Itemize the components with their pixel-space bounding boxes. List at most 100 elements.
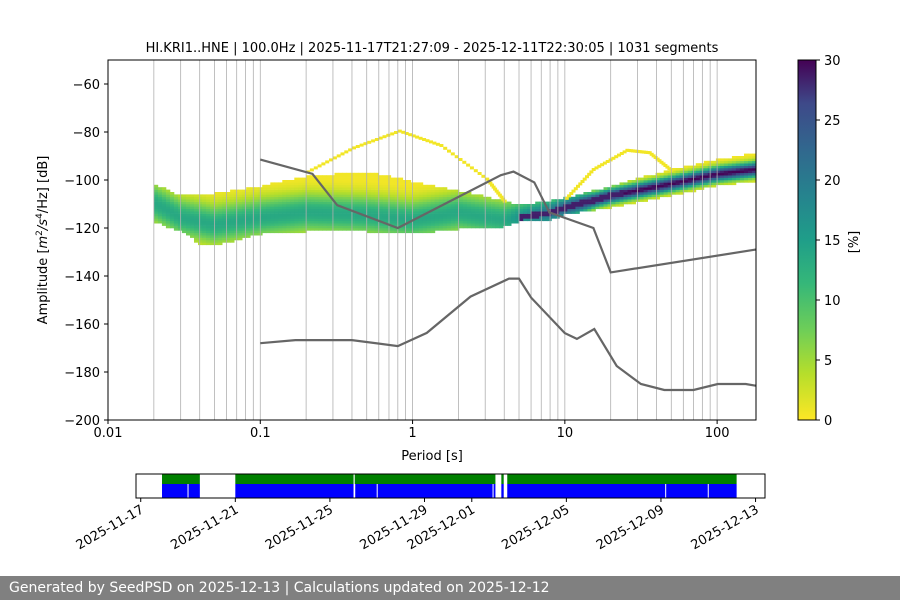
psd-cell (218, 235, 223, 238)
psd-spur (447, 149, 451, 153)
psd-cell (683, 187, 689, 190)
psd-cell (499, 218, 504, 222)
psd-cell (161, 220, 167, 224)
psd-cell (314, 223, 319, 226)
psd-cell (198, 204, 203, 207)
psd-cell (691, 184, 697, 188)
psd-spur (602, 161, 607, 165)
psd-cell (186, 223, 191, 226)
psd-cell (651, 189, 656, 193)
psd-cell (153, 211, 159, 214)
footer-bar: Generated by SeedPSD on 2025-12-13 | Cal… (0, 576, 900, 600)
psd-cell (744, 170, 749, 174)
psd-cell (675, 172, 681, 176)
psd-cell (454, 220, 460, 224)
psd-cell (671, 189, 677, 193)
psd-cell (378, 177, 383, 181)
psd-cell (173, 218, 179, 222)
psd-cell (218, 204, 223, 207)
psd-cell (390, 213, 396, 217)
psd-cell (390, 230, 396, 234)
psd-cell (350, 213, 355, 217)
psd-cell (242, 235, 247, 238)
psd-cell (186, 208, 191, 212)
psd-cell (394, 213, 400, 217)
psd-cell (169, 220, 175, 224)
psd-cell (173, 216, 179, 219)
psd-cell (238, 196, 243, 200)
timeline-ticks: 2025-11-17 2025-11-21 2025-11-25 2025-11-29… (74, 498, 762, 553)
psd-cell (338, 184, 343, 188)
psd-cell (322, 175, 327, 178)
psd-cell (161, 201, 167, 205)
psd-cell (491, 204, 496, 207)
psd-spur (344, 150, 349, 154)
psd-cell (153, 187, 159, 190)
psd-cell (499, 223, 504, 226)
psd-cell (282, 196, 287, 200)
psd-cell (190, 204, 195, 207)
psd-cell (298, 206, 303, 210)
psd-cell (302, 194, 307, 198)
psd-cell (503, 204, 508, 207)
psd-cell (579, 201, 584, 205)
psd-cell (302, 230, 307, 234)
psd-cell (515, 204, 520, 207)
psd-cell (535, 218, 540, 222)
psd-cell (667, 189, 673, 193)
psd-cell (310, 225, 315, 229)
psd-cell (214, 220, 219, 224)
psd-cell (278, 184, 283, 188)
psd-cell (575, 204, 580, 207)
psd-cell (326, 211, 331, 214)
psd-cell (374, 184, 379, 188)
psd-cell (286, 199, 291, 202)
psd-cell (655, 177, 660, 181)
psd-cell (181, 230, 187, 234)
psd-cell (744, 180, 749, 183)
psd-cell (471, 199, 476, 202)
psd-cell (226, 218, 231, 222)
psd-cell (161, 187, 167, 190)
psd-cell (370, 184, 375, 188)
psd-cell (723, 180, 729, 183)
psd-cell (262, 206, 267, 210)
psd-cell (402, 228, 408, 231)
psd-cell (735, 180, 741, 183)
psd-cell (153, 201, 159, 205)
psd-cell (153, 204, 159, 207)
psd-cell (310, 199, 315, 202)
psd-cell (322, 208, 327, 212)
psd-cell (346, 218, 351, 222)
psd-cell (346, 216, 351, 219)
psd-cell (479, 216, 484, 219)
psd-cell (270, 187, 275, 190)
psd-cell (165, 213, 171, 217)
psd-cell (398, 223, 404, 226)
psd-cell (173, 228, 179, 231)
psd-cell (366, 201, 371, 205)
psd-cell (306, 189, 311, 193)
psd-spur (653, 156, 658, 159)
psd-cell (302, 180, 307, 183)
psd-cell (651, 175, 656, 178)
psd-cell (270, 196, 275, 200)
psd-cell (467, 196, 472, 200)
psd-cell (603, 192, 608, 195)
psd-cell (242, 208, 247, 212)
psd-cell (675, 170, 681, 174)
psd-cell (358, 211, 363, 214)
psd-cell (438, 187, 444, 190)
psd-cell (719, 180, 725, 183)
psd-cell (274, 208, 279, 212)
psd-cell (230, 192, 235, 195)
psd-cell (567, 208, 572, 212)
psd-cell (202, 199, 207, 202)
psd-cell (294, 177, 299, 181)
psd-cell (627, 201, 632, 205)
psd-cell (695, 170, 701, 174)
psd-cell (418, 211, 424, 214)
psd-cell (454, 199, 460, 202)
psd-spur (594, 166, 599, 170)
psd-cell (338, 225, 343, 229)
